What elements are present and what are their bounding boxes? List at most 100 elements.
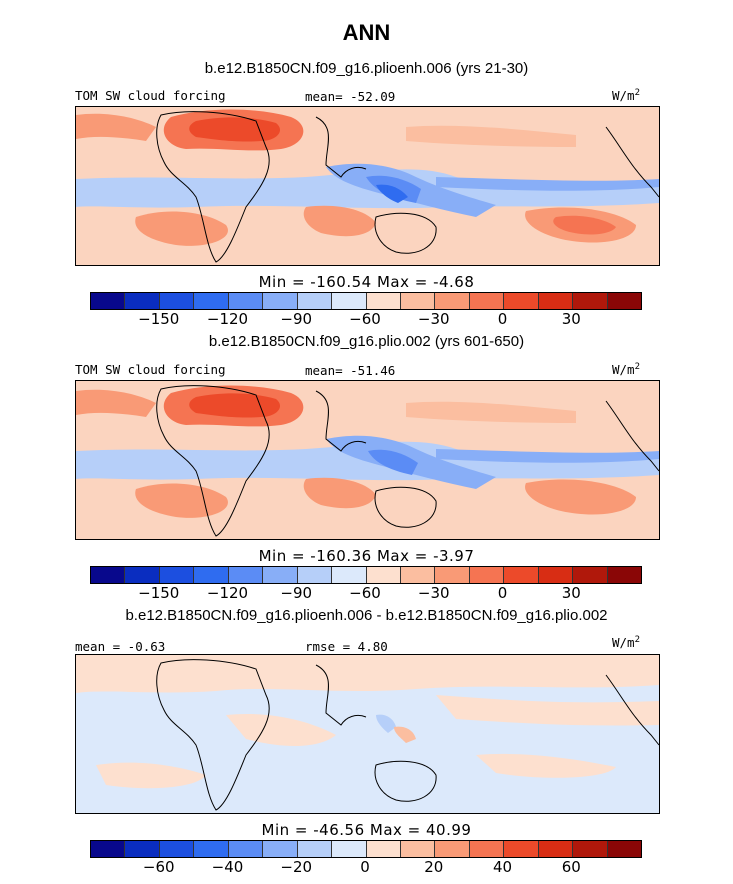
panel-2-colorbar-ticks: −150 −120 −90 −60 −30 0 30 — [90, 584, 640, 604]
panel-3-tick-label: −20 — [280, 858, 313, 876]
panel-2-colorbar-swatch — [297, 567, 333, 583]
panel-1-field-label: TOM SW cloud forcing — [75, 88, 226, 103]
panel-1-units: W/m2 — [612, 88, 640, 103]
panel-2-field-label: TOM SW cloud forcing — [75, 362, 226, 377]
panel-3-units: W/m2 — [612, 635, 640, 650]
panel-3-colorbar-swatch — [435, 841, 470, 857]
panel-1-colorbar-swatch — [573, 293, 608, 309]
panel-3-tick-label: 20 — [424, 858, 444, 876]
panel-2-colorbar-swatch — [573, 567, 608, 583]
panel-3-tick-label: −40 — [211, 858, 244, 876]
panel-2-tick-label: −30 — [417, 584, 450, 602]
panel-2-colorbar — [90, 566, 642, 584]
panel-1-map-svg — [76, 107, 659, 265]
panel-1-colorbar-ticks: −150 −120 −90 −60 −30 0 30 — [90, 310, 640, 330]
panel-3-colorbar-swatch — [332, 841, 367, 857]
panel-3-colorbar-ticks: −60 −40 −20 0 20 40 60 — [90, 858, 640, 878]
panel-1-colorbar-swatch — [607, 293, 641, 309]
panel-1-tick-label: −90 — [280, 310, 313, 328]
panel-3-colorbar-swatch — [400, 841, 436, 857]
panel-2-colorbar-swatch — [159, 567, 195, 583]
panel-1-tick-label: −120 — [206, 310, 249, 328]
panel-3-colorbar-swatch — [297, 841, 333, 857]
panel-2-minmax: Min = -160.36 Max = -3.97 — [258, 547, 475, 565]
panel-2-colorbar-swatch — [228, 567, 264, 583]
panel-1-colorbar-swatch — [435, 293, 470, 309]
panel-2-colorbar-swatch — [607, 567, 641, 583]
panel-2-units-sup: 2 — [634, 362, 640, 372]
panel-1-colorbar-swatch — [504, 293, 539, 309]
panel-2-colorbar-swatch — [332, 567, 367, 583]
panel-1-tick-label: 0 — [497, 310, 508, 328]
panel-1-colorbar-swatch — [263, 293, 298, 309]
panel-1-tick-label: −60 — [349, 310, 381, 328]
panel-3-units-text: W/m — [612, 635, 635, 651]
panel-3-tick-label: 40 — [492, 858, 513, 876]
panel-1-colorbar-swatch — [297, 293, 333, 309]
panel-1-units-sup: 2 — [634, 88, 640, 98]
panel-3-colorbar-swatch — [469, 841, 505, 857]
panel-3-tick-label: −60 — [142, 858, 175, 876]
panel-1-mean-label: mean= -52.09 — [305, 89, 396, 104]
panel-1-colorbar-swatch — [228, 293, 264, 309]
panel-1-subtitle: b.e12.B1850CN.f09_g16.plioenh.006 (yrs 2… — [204, 60, 529, 77]
panel-2-tick-label: 0 — [497, 584, 508, 602]
panel-1-colorbar-swatch — [332, 293, 367, 309]
panel-1-colorbar-swatch — [91, 293, 126, 309]
panel-1-tick-label: −150 — [138, 310, 180, 328]
panel-3-units-sup: 2 — [634, 635, 640, 645]
panel-1-colorbar-swatch — [125, 293, 160, 309]
panel-2-colorbar-swatch — [91, 567, 126, 583]
panel-1-units-text: W/m — [612, 88, 635, 104]
panel-1-map — [75, 106, 660, 266]
panel-3-mean-label: mean = -0.63 — [75, 639, 166, 654]
panel-2-tick-label: 30 — [561, 584, 581, 602]
panel-1-colorbar-swatch — [159, 293, 195, 309]
panel-2-colorbar-swatch — [469, 567, 505, 583]
panel-3-colorbar-swatch — [607, 841, 641, 857]
panel-2-colorbar-swatch — [263, 567, 298, 583]
panel-2-map — [75, 380, 660, 540]
panel-3-rmse-label: rmse = 4.80 — [305, 639, 388, 654]
panel-1-colorbar-swatch — [366, 293, 401, 309]
panel-3-colorbar-swatch — [91, 841, 126, 857]
panel-2-colorbar-swatch — [194, 567, 229, 583]
panel-3-colorbar-swatch — [125, 841, 160, 857]
panel-2-colorbar-swatch — [538, 567, 574, 583]
panel-3-colorbar-swatch — [573, 841, 608, 857]
panel-2-tick-label: −60 — [349, 584, 381, 602]
panel-2-tick-label: −90 — [280, 584, 313, 602]
panel-2-subtitle: b.e12.B1850CN.f09_g16.plio.002 (yrs 601-… — [208, 333, 525, 350]
panel-2-colorbar-swatch — [366, 567, 401, 583]
panel-1-minmax: Min = -160.54 Max = -4.68 — [258, 273, 475, 291]
figure-title: ANN — [342, 20, 391, 45]
panel-3-colorbar-swatch — [504, 841, 539, 857]
panel-3-colorbar-swatch — [366, 841, 401, 857]
panel-3-map — [75, 654, 660, 814]
panel-1-colorbar-swatch — [194, 293, 229, 309]
panel-2-mean-label: mean= -51.46 — [305, 363, 396, 378]
panel-2-units: W/m2 — [612, 362, 640, 377]
panel-2-colorbar-swatch — [400, 567, 436, 583]
panel-3-tick-label: 60 — [561, 858, 581, 876]
panel-3-colorbar — [90, 840, 642, 858]
panel-2-map-svg — [76, 381, 659, 539]
panel-3-colorbar-swatch — [194, 841, 229, 857]
panel-2-tick-label: −120 — [206, 584, 249, 602]
panel-3-minmax: Min = -46.56 Max = 40.99 — [261, 821, 472, 839]
panel-3-tick-label: 0 — [360, 858, 370, 876]
panel-1-colorbar-swatch — [538, 293, 574, 309]
panel-1-colorbar-swatch — [469, 293, 505, 309]
panel-2-colorbar-swatch — [435, 567, 470, 583]
panel-1-colorbar-swatch — [400, 293, 436, 309]
panel-1-colorbar — [90, 292, 642, 310]
panel-2-colorbar-swatch — [504, 567, 539, 583]
panel-2-colorbar-swatch — [125, 567, 160, 583]
panel-3-subtitle: b.e12.B1850CN.f09_g16.plioenh.006 - b.e1… — [125, 607, 608, 624]
panel-3-colorbar-swatch — [538, 841, 574, 857]
panel-3-colorbar-swatch — [263, 841, 298, 857]
panel-3-colorbar-swatch — [159, 841, 195, 857]
panel-3-map-svg — [76, 655, 659, 813]
panel-1-tick-label: 30 — [561, 310, 581, 328]
panel-2-units-text: W/m — [612, 362, 635, 378]
